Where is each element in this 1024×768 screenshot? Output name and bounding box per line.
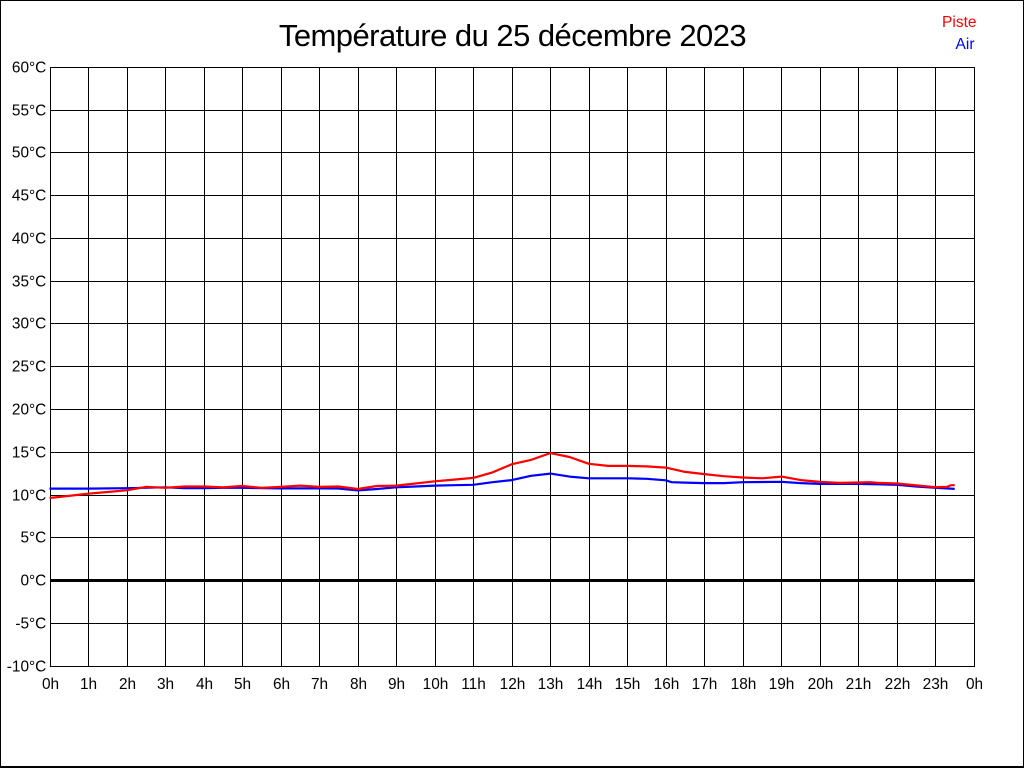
- svg-text:1h: 1h: [80, 676, 97, 693]
- svg-text:8h: 8h: [350, 676, 367, 693]
- svg-text:10°C: 10°C: [12, 487, 46, 504]
- svg-text:13h: 13h: [538, 676, 564, 693]
- svg-text:15h: 15h: [615, 676, 641, 693]
- svg-text:40°C: 40°C: [12, 230, 46, 247]
- svg-text:2h: 2h: [119, 676, 136, 693]
- svg-text:5h: 5h: [234, 676, 251, 693]
- svg-text:55°C: 55°C: [12, 102, 46, 119]
- svg-text:9h: 9h: [388, 676, 405, 693]
- svg-text:0h: 0h: [42, 676, 59, 693]
- svg-text:0h: 0h: [966, 676, 983, 693]
- svg-text:50°C: 50°C: [12, 144, 46, 161]
- svg-text:-5°C: -5°C: [15, 615, 46, 632]
- svg-text:25°C: 25°C: [12, 358, 46, 375]
- svg-text:16h: 16h: [654, 676, 680, 693]
- svg-text:Piste: Piste: [942, 14, 976, 31]
- svg-text:12h: 12h: [500, 676, 526, 693]
- svg-text:35°C: 35°C: [12, 273, 46, 290]
- svg-text:10h: 10h: [423, 676, 449, 693]
- svg-text:5°C: 5°C: [20, 529, 46, 546]
- svg-text:23h: 23h: [923, 676, 949, 693]
- svg-text:45°C: 45°C: [12, 187, 46, 204]
- svg-text:20°C: 20°C: [12, 401, 46, 418]
- svg-text:3h: 3h: [157, 676, 174, 693]
- svg-text:11h: 11h: [461, 676, 486, 693]
- svg-text:30°C: 30°C: [12, 315, 46, 332]
- svg-text:-10°C: -10°C: [7, 658, 47, 675]
- svg-text:18h: 18h: [731, 676, 757, 693]
- svg-text:Air: Air: [956, 36, 975, 53]
- svg-text:17h: 17h: [692, 676, 718, 693]
- svg-text:19h: 19h: [769, 676, 795, 693]
- svg-text:0°C: 0°C: [20, 572, 46, 589]
- svg-text:7h: 7h: [311, 676, 328, 693]
- svg-text:6h: 6h: [273, 676, 290, 693]
- svg-text:14h: 14h: [577, 676, 603, 693]
- svg-text:4h: 4h: [196, 676, 213, 693]
- svg-text:22h: 22h: [885, 676, 911, 693]
- svg-text:20h: 20h: [808, 676, 834, 693]
- svg-text:21h: 21h: [846, 676, 872, 693]
- svg-text:Température du 25 décembre 202: Température du 25 décembre 2023: [279, 18, 746, 53]
- svg-text:15°C: 15°C: [12, 444, 46, 461]
- svg-text:60°C: 60°C: [12, 59, 46, 76]
